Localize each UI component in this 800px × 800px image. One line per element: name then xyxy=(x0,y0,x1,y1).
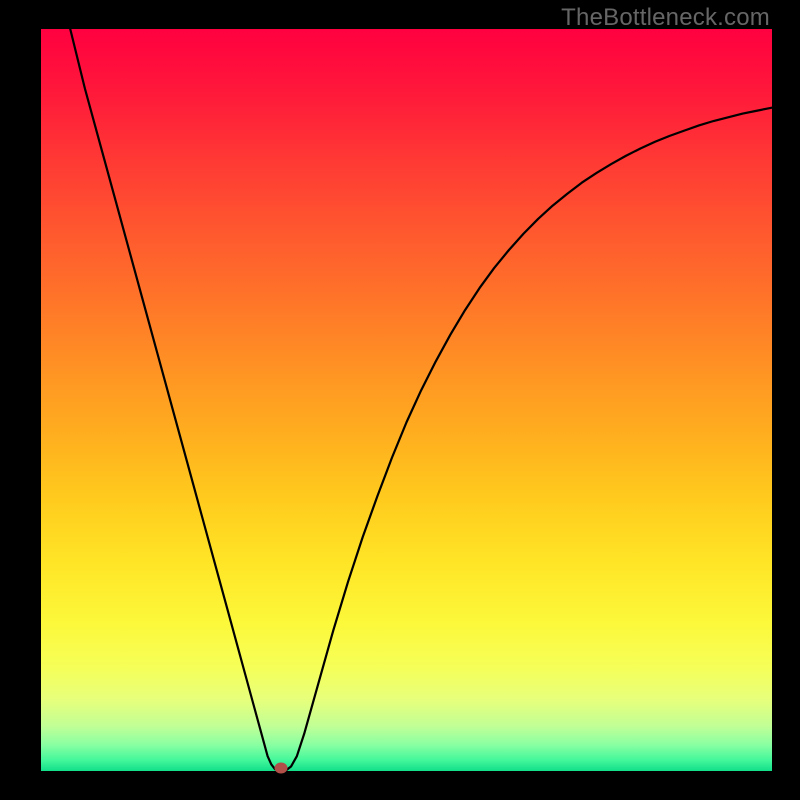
plot-area xyxy=(41,29,772,771)
chart-svg xyxy=(41,29,772,771)
minimum-marker-icon xyxy=(274,763,287,774)
watermark-label: TheBottleneck.com xyxy=(561,4,770,32)
bottleneck-curve xyxy=(70,29,772,770)
chart-container: TheBottleneck.com xyxy=(0,0,800,800)
